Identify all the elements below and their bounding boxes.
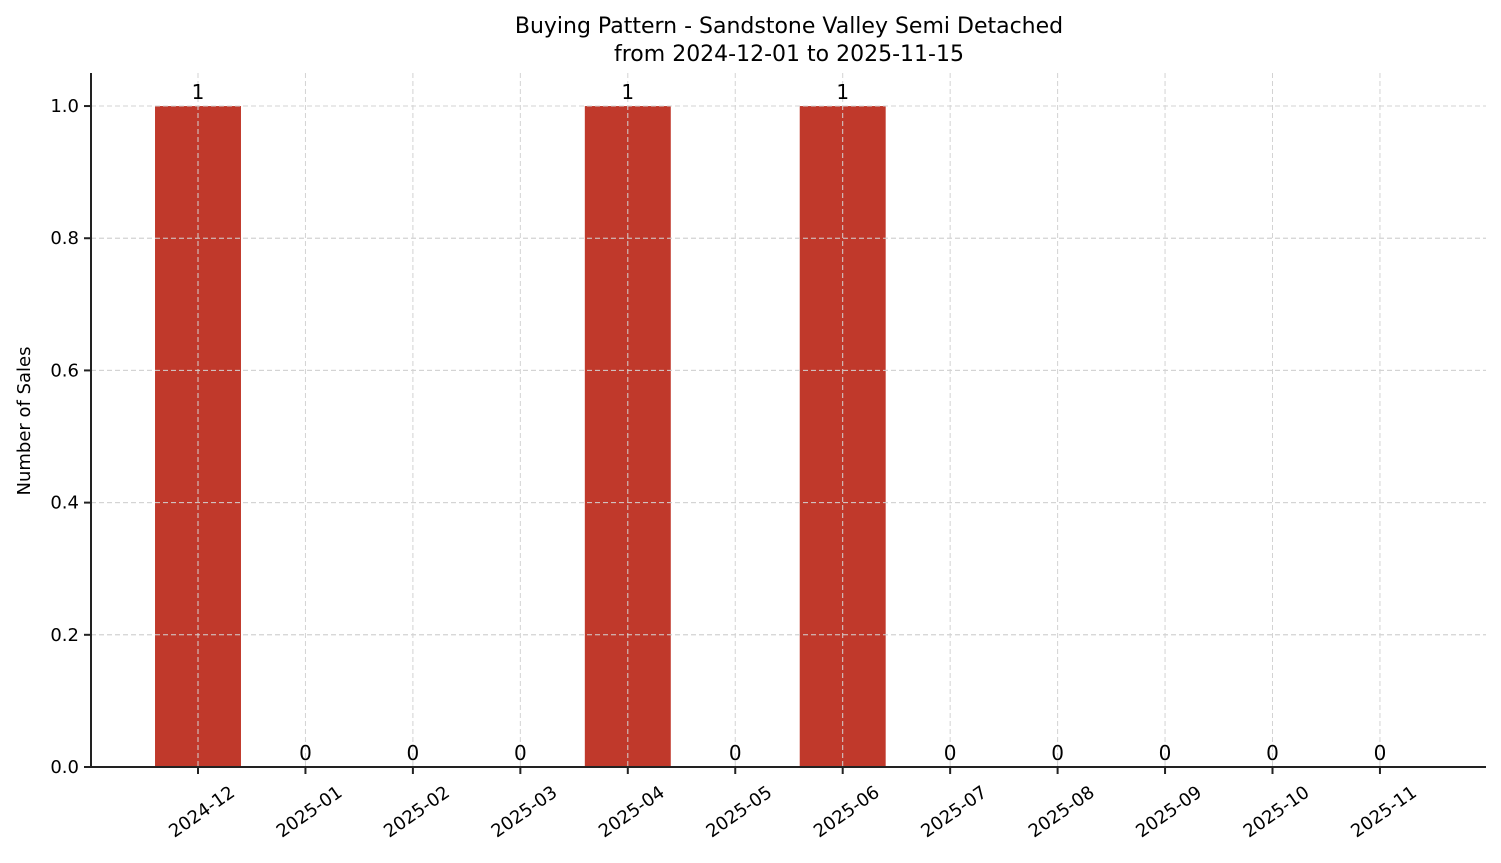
chart-title: Buying Pattern - Sandstone Valley Semi D… [515, 14, 1063, 39]
x-tick-label: 2025-07 [917, 782, 991, 842]
chart-subtitle: from 2024-12-01 to 2025-11-15 [614, 42, 964, 67]
x-tick-label: 2025-02 [380, 782, 454, 842]
x-tick-label: 2025-10 [1240, 782, 1314, 842]
value-label: 1 [192, 80, 205, 104]
x-tick-label: 2025-08 [1025, 782, 1099, 842]
x-tick-label: 2025-05 [702, 782, 776, 842]
value-label: 0 [1051, 741, 1064, 765]
x-tick-label: 2025-11 [1347, 782, 1421, 842]
vertical-grid-lines [91, 73, 1486, 767]
y-tick-label: 1.0 [50, 96, 79, 117]
y-tick-label: 0.8 [50, 228, 79, 249]
grid-lines [91, 105, 1486, 768]
x-tick-label: 2025-01 [273, 782, 347, 842]
value-label: 1 [836, 80, 849, 104]
value-label: 1 [621, 80, 634, 104]
y-axis-label: Number of Sales [14, 346, 35, 495]
value-label: 0 [944, 741, 957, 765]
value-label: 0 [729, 741, 742, 765]
y-tick-label: 0.2 [50, 625, 79, 646]
value-label: 0 [514, 741, 527, 765]
x-tick-label: 2025-06 [810, 782, 884, 842]
x-tick-label: 2025-04 [595, 782, 669, 842]
x-axis-ticks: 2024-12 2025-01 2025-02 2025-03 2025-04 2025-… [165, 767, 1421, 842]
y-axis-ticks: 0.0 0.2 0.4 0.6 0.8 1.0 [50, 96, 91, 778]
value-labels: 1 0 0 0 1 0 1 0 0 0 0 0 [192, 80, 1387, 765]
value-label: 0 [1266, 741, 1279, 765]
value-label: 0 [407, 741, 420, 765]
value-label: 0 [1374, 741, 1387, 765]
x-tick-label: 2024-12 [165, 782, 239, 842]
value-label: 0 [1159, 741, 1172, 765]
x-tick-label: 2025-09 [1132, 782, 1206, 842]
y-tick-label: 0.4 [50, 493, 79, 514]
y-tick-label: 0.0 [50, 757, 79, 778]
x-tick-label: 2025-03 [488, 782, 562, 842]
y-tick-label: 0.6 [50, 360, 79, 381]
value-label: 0 [299, 741, 312, 765]
